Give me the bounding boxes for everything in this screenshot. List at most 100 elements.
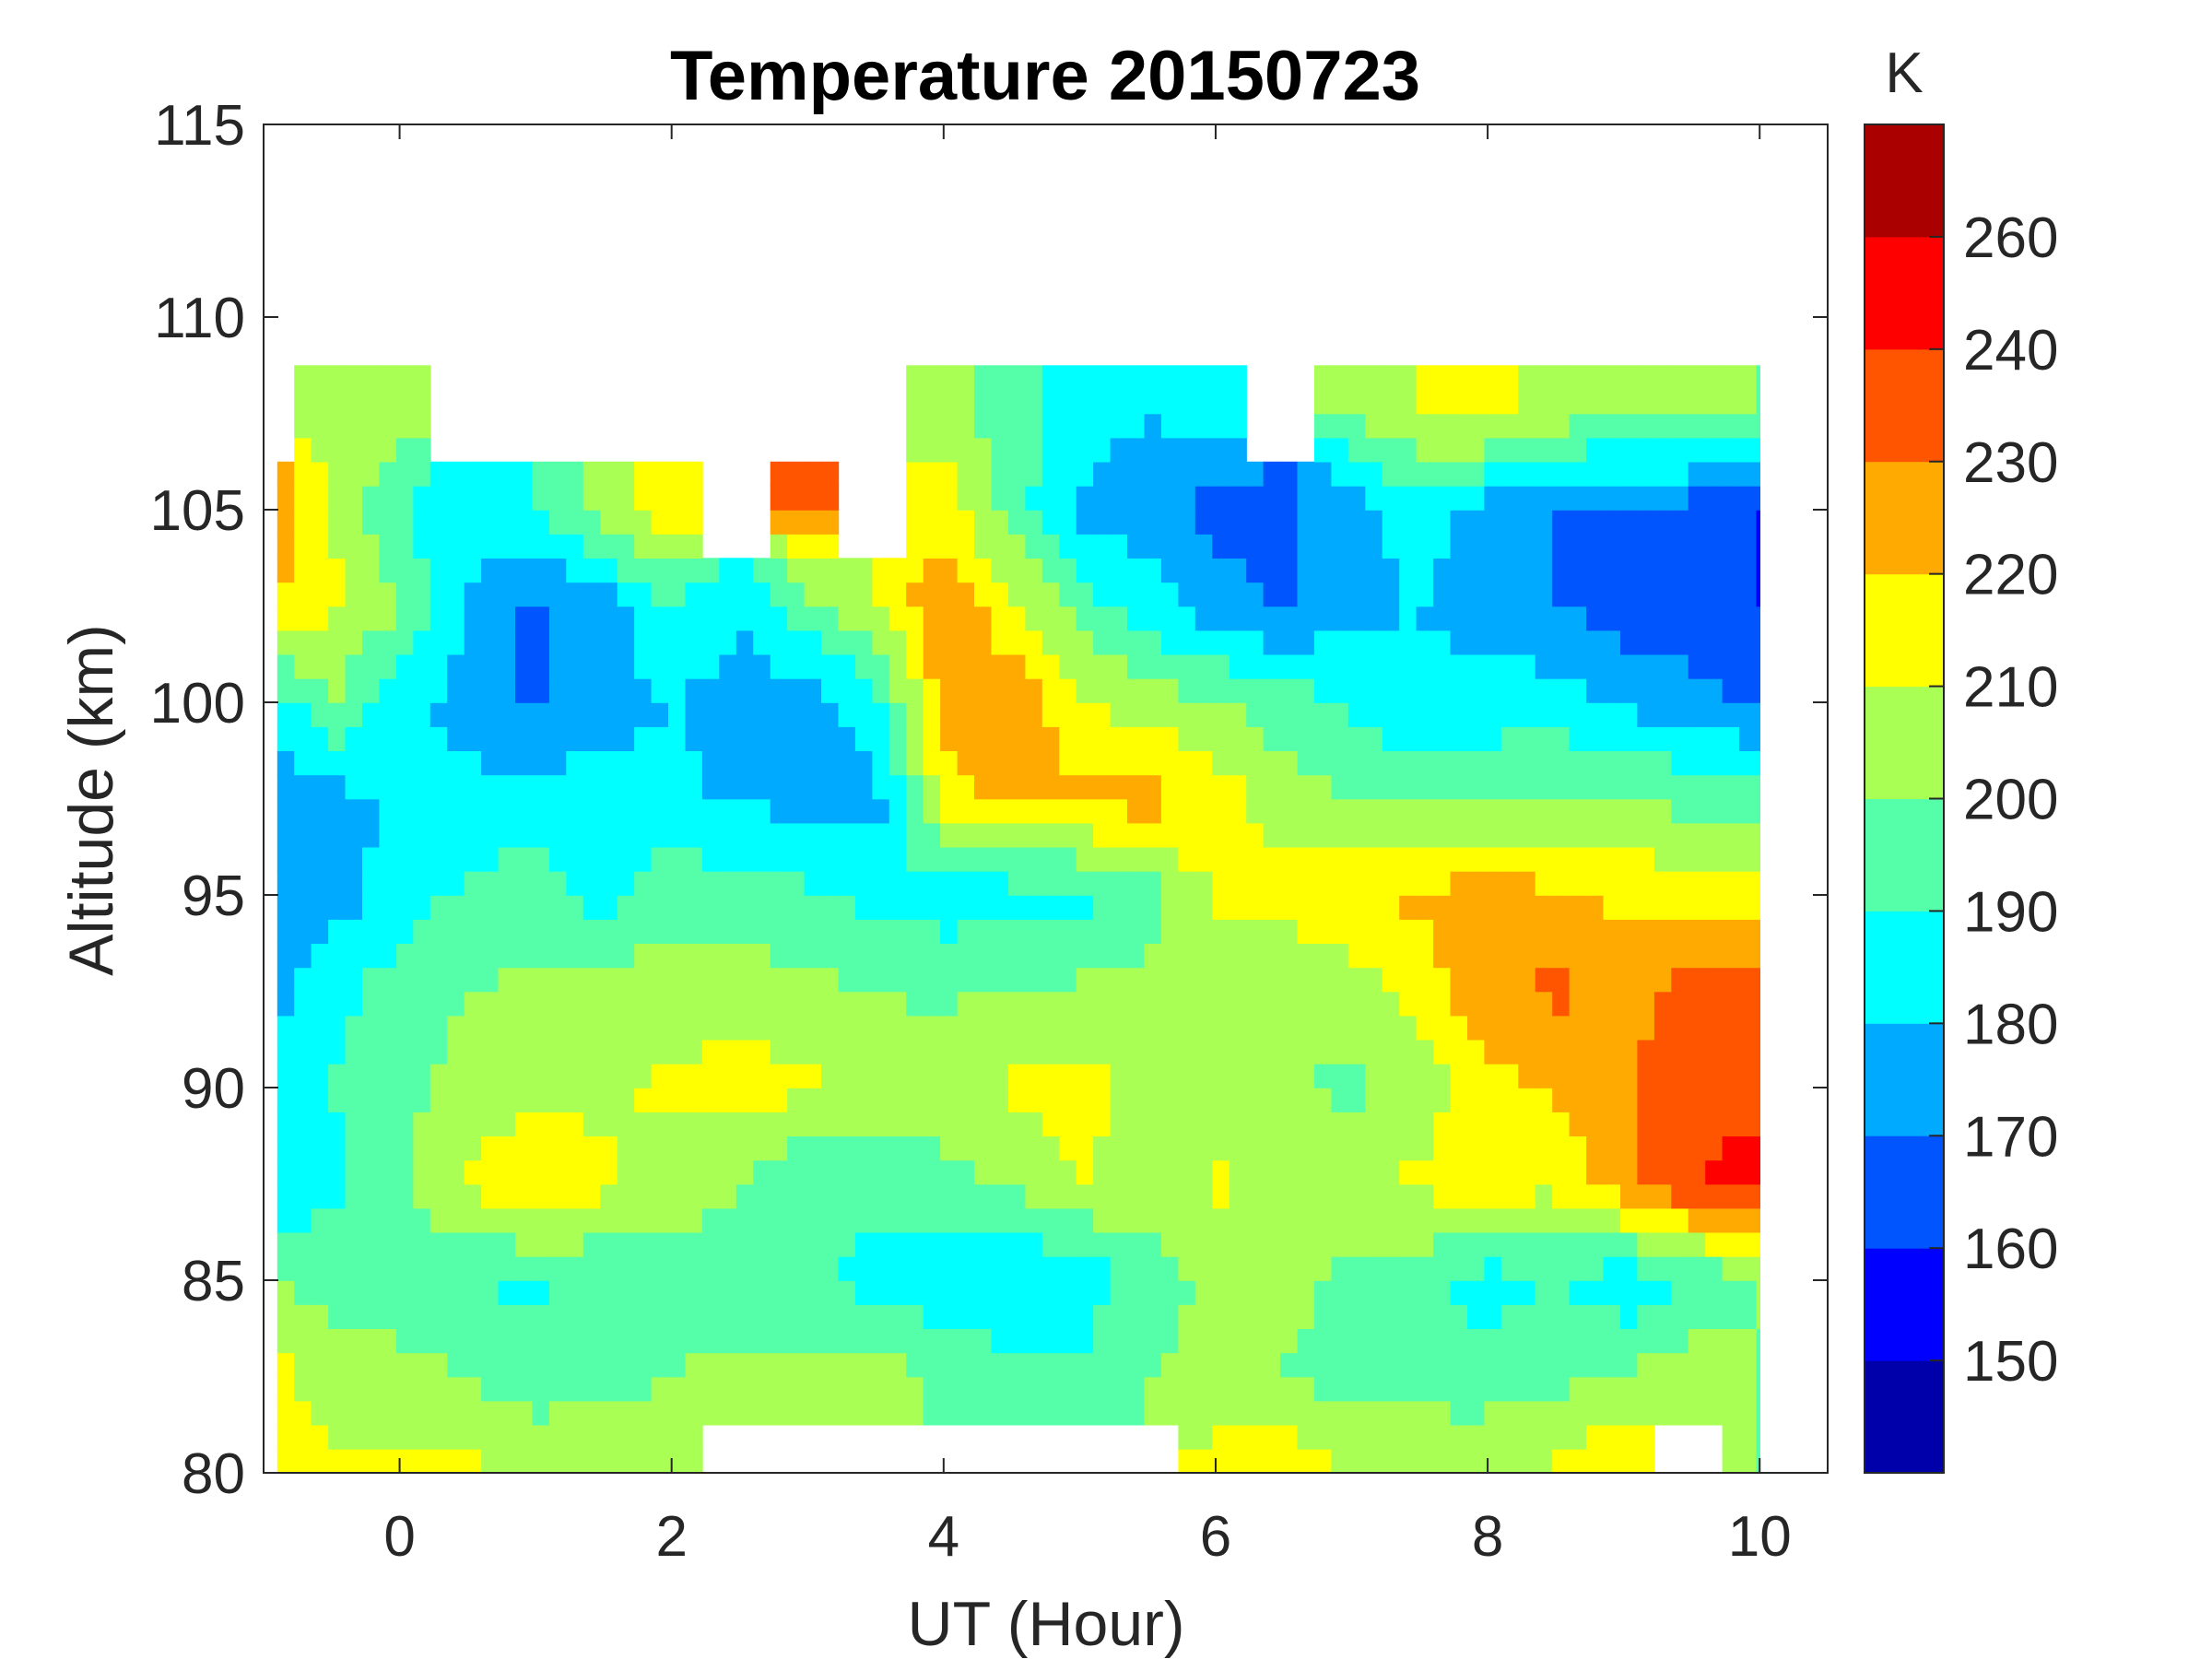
contour-cell: [1484, 606, 1502, 631]
contour-cell: [362, 558, 381, 583]
contour-cell: [1313, 677, 1333, 703]
contour-cell: [1110, 461, 1128, 487]
contour-cell: [1313, 1112, 1333, 1136]
contour-cell: [974, 534, 993, 559]
contour-cell: [362, 629, 381, 655]
contour-cell: [395, 1135, 415, 1161]
contour-cell: [379, 919, 397, 944]
contour-cell: [1076, 389, 1094, 415]
contour-cell: [1297, 1088, 1315, 1112]
contour-cell: [1280, 846, 1299, 872]
contour-cell: [1688, 991, 1706, 1017]
contour-cell: [787, 991, 806, 1017]
contour-cell: [548, 1231, 568, 1257]
contour-cell: [735, 774, 754, 800]
contour-cell: [991, 1112, 1009, 1136]
contour-cell: [1671, 991, 1689, 1017]
contour-cell: [1688, 1400, 1706, 1426]
contour-cell: [1263, 798, 1281, 824]
contour-cell: [991, 606, 1009, 631]
contour-cell: [1416, 846, 1434, 872]
contour-cell: [1569, 1039, 1587, 1065]
contour-cell: [804, 1039, 822, 1065]
contour-cell: [1212, 895, 1230, 920]
contour-cell: [1671, 413, 1689, 439]
contour-cell: [311, 726, 329, 751]
contour-cell: [1144, 702, 1162, 727]
contour-cell: [701, 653, 721, 679]
contour-cell: [1144, 389, 1162, 415]
contour-cell: [940, 1135, 959, 1161]
contour-cell: [1178, 1424, 1196, 1450]
contour-cell: [991, 702, 1009, 727]
contour-cell: [1620, 798, 1639, 824]
colorbar-tick-label: 200: [1963, 769, 2058, 832]
contour-cell: [1194, 437, 1213, 463]
contour-cell: [923, 461, 941, 487]
contour-cell: [311, 846, 329, 872]
contour-cell: [906, 629, 924, 655]
contour-cell: [1347, 702, 1366, 727]
contour-cell: [1246, 558, 1265, 583]
y-tick-label: 95: [182, 865, 245, 928]
contour-cell: [1535, 485, 1553, 511]
contour-cell: [1467, 485, 1486, 511]
contour-cell: [447, 1207, 465, 1233]
contour-cell: [379, 677, 397, 703]
contour-cell: [1025, 1280, 1043, 1305]
contour-cell: [1653, 653, 1673, 679]
contour-cell: [854, 1183, 874, 1209]
contour-cell: [1076, 1255, 1094, 1281]
contour-cell: [957, 1135, 975, 1161]
contour-cell: [515, 677, 534, 703]
contour-cell: [974, 1304, 993, 1329]
contour-cell: [770, 1063, 788, 1088]
contour-cell: [940, 1112, 959, 1136]
contour-cell: [1160, 461, 1180, 487]
contour-cell: [1739, 413, 1758, 439]
contour-cell: [1535, 582, 1553, 607]
contour-cell: [940, 461, 959, 487]
contour-cell: [429, 967, 448, 993]
contour-cell: [429, 1135, 448, 1161]
contour-cell: [770, 534, 788, 559]
contour-cell: [328, 1183, 347, 1209]
contour-cell: [770, 967, 788, 993]
contour-cell: [1500, 629, 1519, 655]
contour-cell: [481, 1112, 500, 1136]
contour-cell: [668, 1304, 687, 1329]
contour-cell: [1110, 750, 1128, 776]
contour-cell: [1347, 967, 1366, 993]
contour-cell: [957, 1352, 975, 1378]
contour-cell: [634, 1448, 653, 1474]
contour-cell: [1007, 1112, 1027, 1136]
contour-cell: [1007, 629, 1027, 655]
contour-cell: [906, 653, 924, 679]
contour-cell: [1671, 1063, 1689, 1088]
contour-cell: [1688, 702, 1706, 727]
contour-cell: [1739, 895, 1758, 920]
contour-cell: [1246, 606, 1265, 631]
contour-cell: [566, 726, 584, 751]
contour-cell: [1500, 653, 1519, 679]
contour-cell: [1653, 1135, 1673, 1161]
contour-cell: [1127, 1376, 1146, 1402]
contour-cell: [940, 534, 959, 559]
contour-cell: [1756, 534, 1760, 559]
contour-cell: [600, 1280, 618, 1305]
contour-cell: [872, 991, 890, 1017]
contour-cell: [821, 774, 840, 800]
contour-cell: [1041, 558, 1060, 583]
contour-cell: [1178, 1015, 1196, 1041]
contour-cell: [600, 726, 618, 751]
contour-cell: [447, 1352, 465, 1378]
contour-cell: [1688, 726, 1706, 751]
contour-cell: [1569, 485, 1587, 511]
contour-cell: [1535, 895, 1553, 920]
contour-cell: [888, 1280, 907, 1305]
contour-cell: [991, 1135, 1009, 1161]
contour-cell: [311, 534, 329, 559]
contour-cell: [735, 726, 754, 751]
contour-cell: [447, 629, 465, 655]
contour-cell: [1110, 967, 1128, 993]
